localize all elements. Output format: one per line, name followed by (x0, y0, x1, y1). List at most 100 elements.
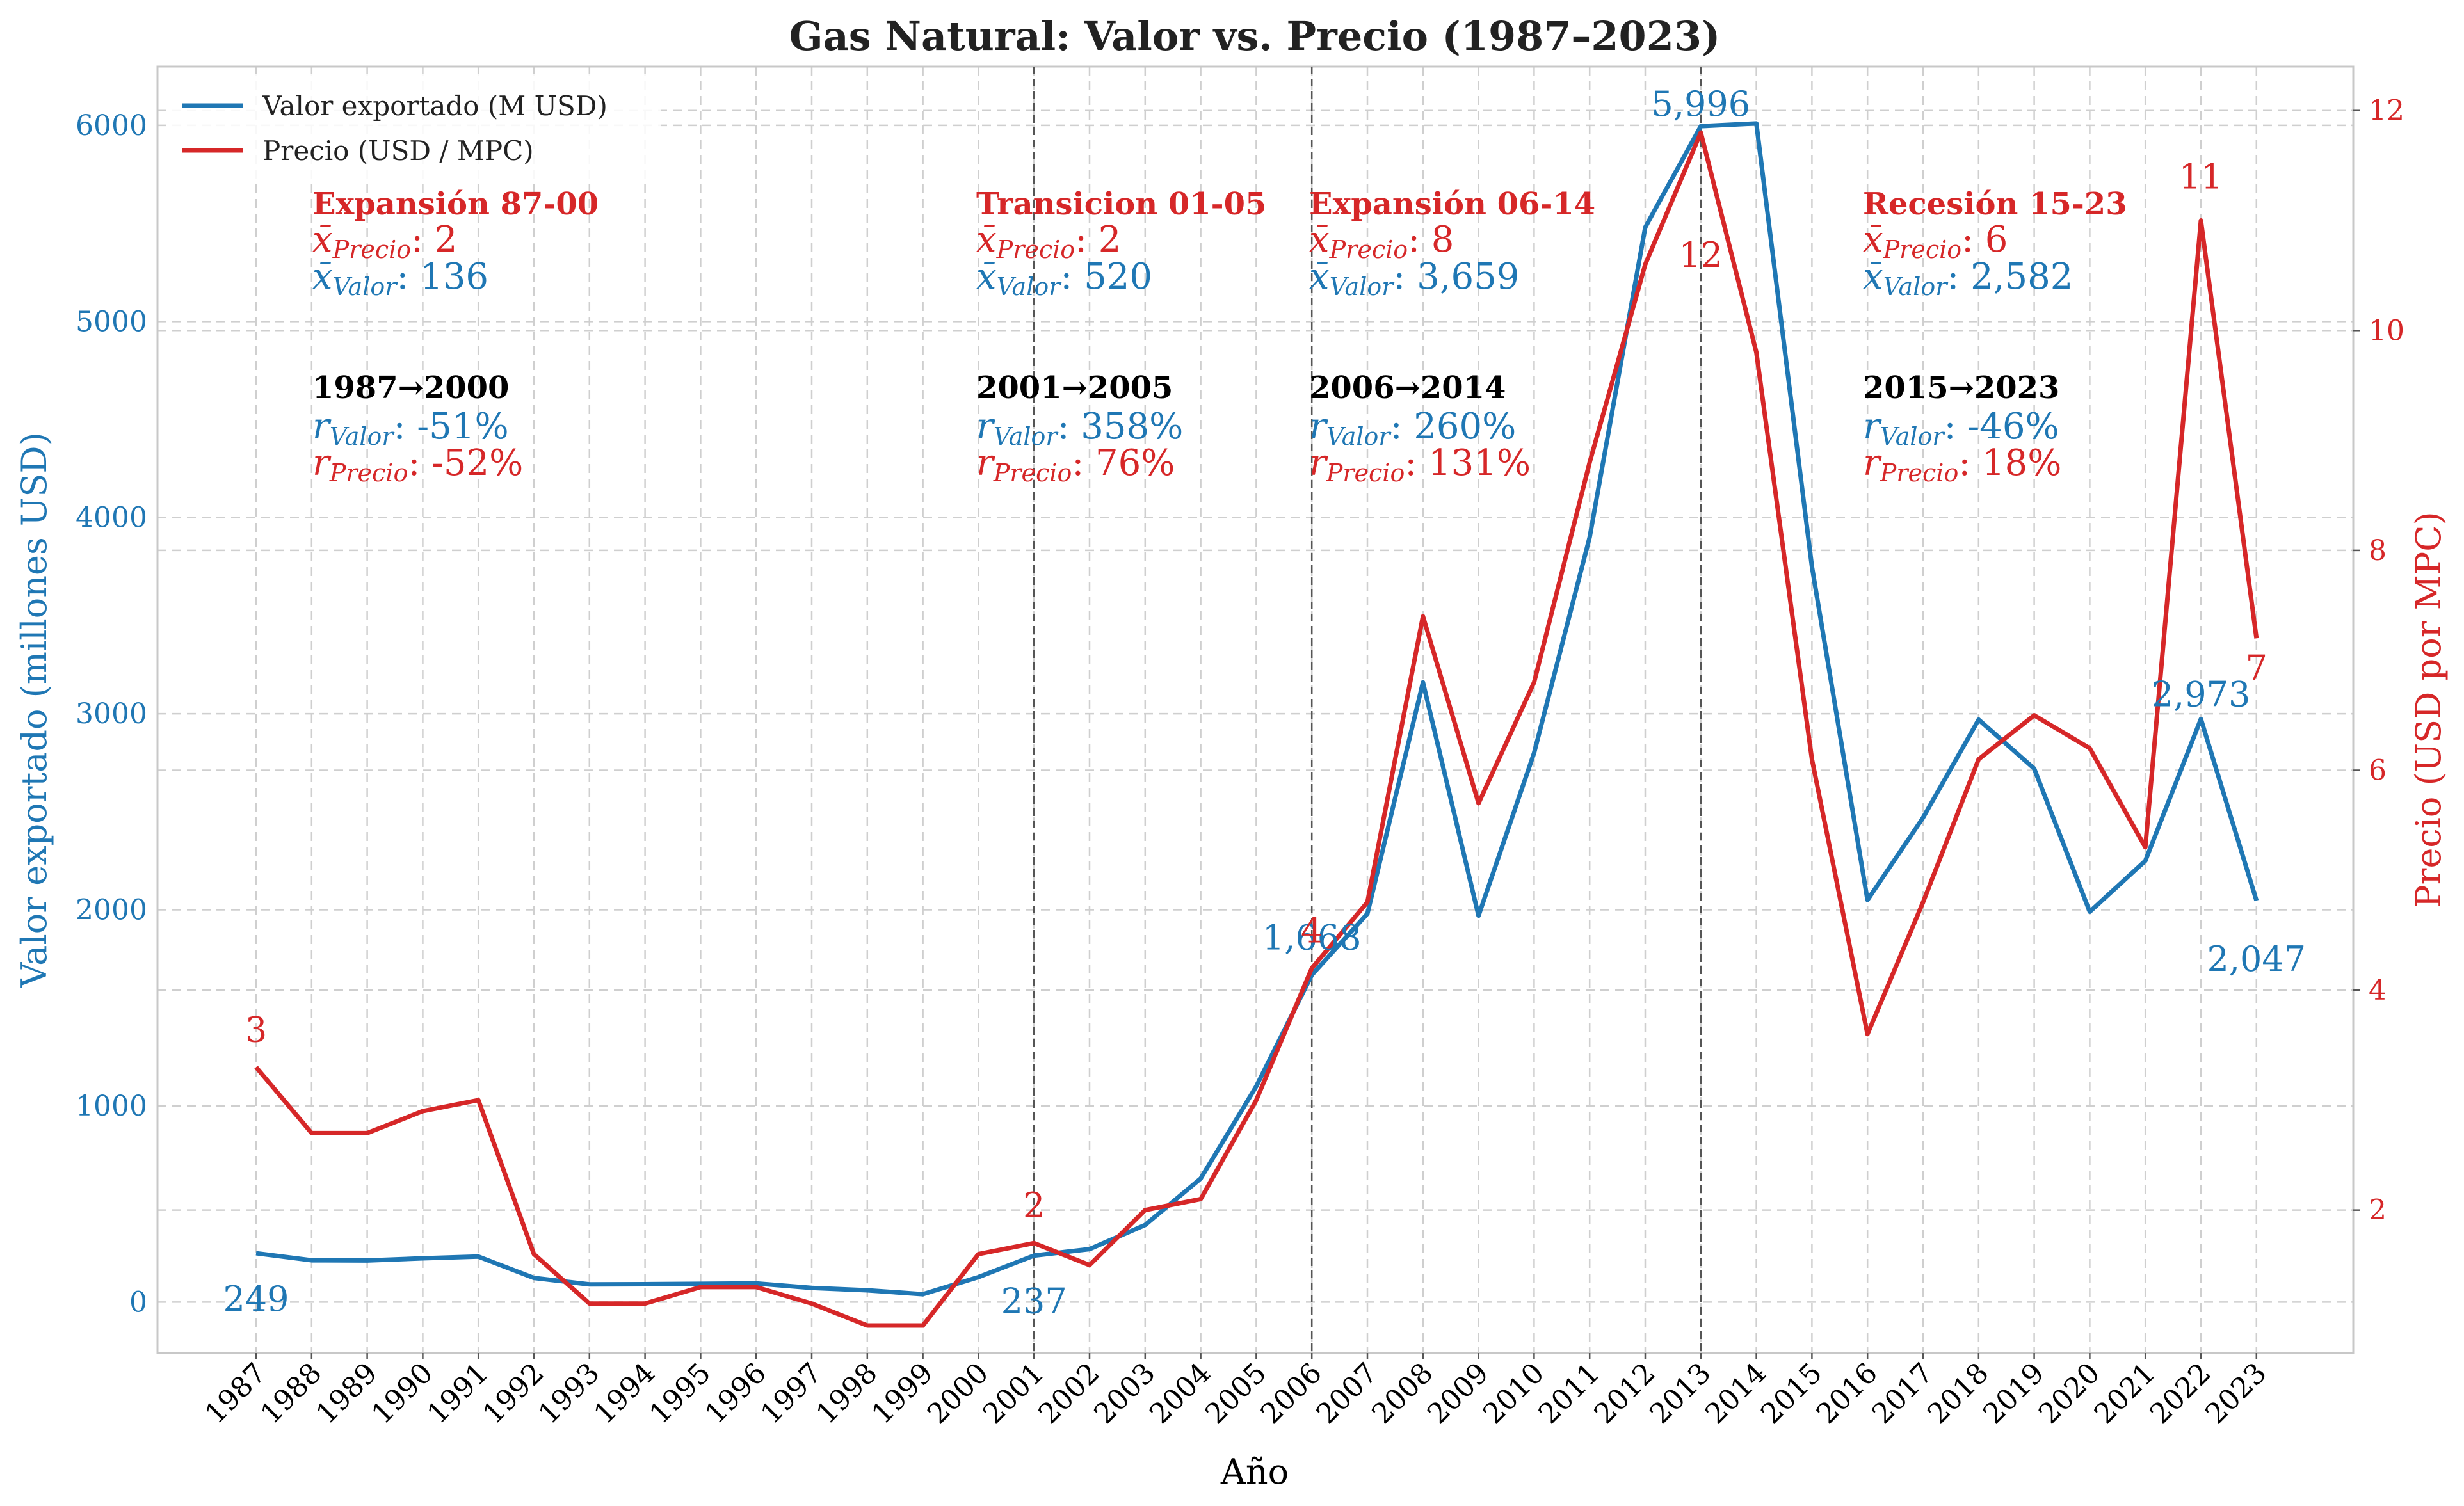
point-label-valor: 1,668 (1262, 917, 1362, 957)
x-tick-label: 2003 (1088, 1357, 1161, 1430)
period-range: 2015→2023 (1863, 370, 2059, 406)
x-tick-label: 2007 (1310, 1357, 1384, 1430)
series-lines (254, 121, 2259, 1328)
point-label-valor: 2,047 (2207, 939, 2307, 979)
plot-frame (156, 65, 2355, 1354)
x-tick-label: 1994 (588, 1357, 661, 1430)
period-r-valor: rValor: -51% (312, 406, 509, 451)
x-tick-label: 2002 (1033, 1357, 1106, 1430)
period-title: Expansión 06-14 (1309, 186, 1595, 222)
x-tick-label: 2022 (2144, 1357, 2218, 1430)
x-tick-label: 1987 (199, 1357, 273, 1430)
y-right-tick-label: 12 (2369, 95, 2404, 127)
y-right-tick-label: 6 (2369, 754, 2387, 787)
period-mean-valor: x̄Valor: 136 (312, 256, 488, 301)
grid-lines (157, 67, 2353, 1353)
x-tick-label: 2015 (1755, 1357, 1828, 1430)
period-annotation: Recesión 15-23x̄Precio: 6x̄Valor: 2,582 2… (1863, 186, 2127, 487)
point-label-precio: 12 (1679, 235, 1723, 275)
y-axis-right-label: Precio (USD por MPC) (2408, 511, 2449, 908)
x-tick-label: 2005 (1199, 1357, 1273, 1430)
period-r-precio: rPrecio: 18% (1863, 442, 2061, 487)
point-label-precio: 2 (1023, 1185, 1045, 1226)
period-r-valor: rValor: 260% (1309, 406, 1516, 451)
x-tick-label: 2018 (1921, 1357, 1995, 1430)
point-label-valor: 5,996 (1652, 84, 1751, 124)
series-line-valor (255, 121, 2259, 1297)
y-right-tick-label: 2 (2369, 1194, 2387, 1227)
x-tick-label: 2010 (1477, 1357, 1550, 1430)
series-line-precio (254, 130, 2259, 1328)
legend-box (168, 74, 661, 183)
x-tick-label: 1996 (699, 1357, 773, 1430)
period-r-precio: rPrecio: -52% (312, 442, 523, 487)
y-left-tick-label: 5000 (76, 305, 147, 338)
x-tick-label: 2014 (1699, 1357, 1773, 1430)
chart-title: Gas Natural: Valor vs. Precio (1987–2023… (789, 13, 1721, 60)
x-tick-label: 2021 (2088, 1357, 2162, 1430)
x-tick-label: 2000 (921, 1357, 995, 1430)
period-mean-valor: x̄Valor: 2,582 (1863, 256, 2073, 301)
period-title: Recesión 15-23 (1863, 186, 2127, 222)
period-annotation: Transicion 01-05x̄Precio: 2x̄Valor: 520 2… (976, 186, 1266, 487)
x-tick-label: 2006 (1255, 1357, 1328, 1430)
point-label-precio: 11 (2179, 157, 2223, 197)
y-left-tick-label: 1000 (76, 1090, 147, 1123)
x-tick-label: 1998 (810, 1357, 883, 1430)
period-r-valor: rValor: -46% (1863, 406, 2059, 451)
x-tick-label: 2012 (1588, 1357, 1662, 1430)
x-tick-label: 1999 (866, 1357, 939, 1430)
y-axis-left-label: Valor exportado (millones USD) (14, 432, 54, 988)
period-range: 2001→2005 (976, 370, 1173, 406)
period-mean-precio: x̄Precio: 2 (976, 219, 1121, 264)
point-label-precio: 3 (245, 1009, 267, 1050)
y-right-tick-label: 10 (2369, 314, 2404, 347)
period-title: Expansión 87-00 (312, 186, 599, 222)
y-left-tick-label: 4000 (76, 502, 147, 534)
period-range: 2006→2014 (1309, 370, 1506, 406)
x-tick-label: 1997 (755, 1357, 828, 1430)
y-left-tick-label: 3000 (76, 698, 147, 730)
period-annotation: Expansión 06-14x̄Precio: 8x̄Valor: 3,659… (1309, 186, 1595, 487)
period-mean-precio: x̄Precio: 8 (1309, 219, 1454, 264)
legend: Valor exportado (M USD) Precio (USD / MP… (168, 74, 661, 183)
period-range: 1987→2000 (312, 370, 509, 406)
x-tick-label: 2017 (1866, 1357, 1940, 1430)
x-tick-label: 2020 (2033, 1357, 2106, 1430)
point-label-valor: 249 (223, 1279, 289, 1319)
x-tick-label: 1988 (254, 1357, 328, 1430)
x-tick-label: 2004 (1143, 1357, 1217, 1430)
period-r-precio: rPrecio: 131% (1309, 442, 1531, 487)
period-r-valor: rValor: 358% (976, 406, 1183, 451)
x-tick-label: 1991 (421, 1357, 495, 1430)
x-tick-label: 1990 (366, 1357, 439, 1430)
period-annotation: Expansión 87-00x̄Precio: 2x̄Valor: 136 19… (312, 186, 599, 487)
legend-label-precio: Precio (USD / MPC) (262, 135, 534, 166)
x-tick-label: 1989 (310, 1357, 383, 1430)
period-title: Transicion 01-05 (976, 186, 1266, 222)
x-axis-label: Año (1220, 1452, 1289, 1492)
x-tick-label: 2009 (1421, 1357, 1495, 1430)
point-labels: 249 237 1,668 5,996 2,973 2,047 3 2 4 12 11 7 (223, 84, 2306, 1322)
point-label-precio: 4 (1301, 911, 1323, 951)
point-label-valor: 2,973 (2152, 674, 2251, 714)
period-mean-valor: x̄Valor: 520 (976, 256, 1152, 301)
period-r-precio: rPrecio: 76% (976, 442, 1175, 487)
x-tick-label: 2008 (1365, 1357, 1439, 1430)
x-tick-label: 2016 (1810, 1357, 1884, 1430)
x-tick-label: 1993 (532, 1357, 606, 1430)
y-left-tick-label: 2000 (76, 894, 147, 927)
legend-label-valor: Valor exportado (M USD) (262, 90, 608, 122)
y-left-tick-label: 0 (129, 1286, 147, 1318)
x-tick-label: 1992 (477, 1357, 551, 1430)
x-tick-label: 2019 (1977, 1357, 2050, 1430)
x-tick-label: 2013 (1643, 1357, 1717, 1430)
y-right-tick-label: 4 (2369, 974, 2387, 1007)
period-mean-valor: x̄Valor: 3,659 (1309, 256, 1519, 301)
period-dividers (1033, 67, 1702, 1353)
period-mean-precio: x̄Precio: 6 (1863, 219, 2008, 264)
y-right-tick-label: 8 (2369, 534, 2387, 567)
period-mean-precio: x̄Precio: 2 (312, 219, 457, 264)
y-left-tick-label: 6000 (76, 109, 147, 142)
point-label-precio: 7 (2246, 648, 2267, 688)
